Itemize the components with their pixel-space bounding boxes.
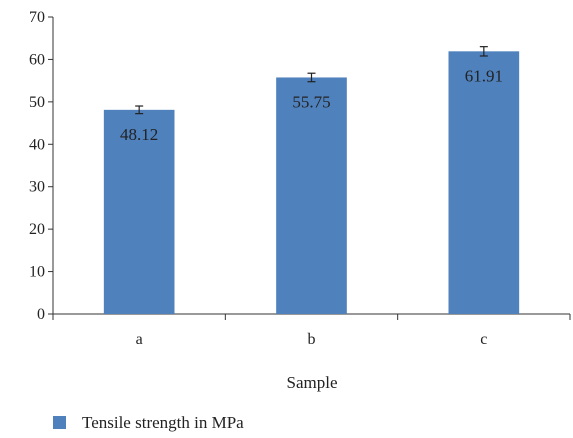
x-tick-label: b (308, 331, 316, 348)
y-axis: 0 10 20 30 40 50 60 70 (29, 9, 54, 323)
data-label: 48.12 (120, 125, 158, 144)
legend: Tensile strength in MPa (53, 413, 244, 432)
bar (448, 51, 520, 315)
data-label: 61.91 (465, 66, 503, 85)
y-tick-label: 30 (29, 179, 45, 196)
bar (276, 77, 347, 314)
legend-label: Tensile strength in MPa (82, 413, 244, 432)
y-tick-label: 60 (29, 51, 45, 68)
x-axis: a b c (52, 313, 571, 348)
y-tick-label: 10 (29, 264, 45, 281)
x-axis-title: Sample (287, 373, 338, 392)
x-tick-label: a (136, 331, 143, 348)
y-tick-label: 20 (29, 221, 45, 238)
legend-swatch (53, 416, 66, 429)
y-tick-label: 50 (29, 94, 45, 111)
y-tick-label: 0 (37, 306, 45, 323)
error-bar (307, 72, 316, 83)
error-bar (135, 105, 144, 115)
y-tick-label: 40 (29, 136, 45, 153)
bars: 48.12 55.75 61.91 (103, 46, 520, 315)
x-tick-label: c (480, 331, 487, 348)
data-label: 55.75 (292, 92, 330, 111)
error-bar (479, 46, 488, 57)
y-tick-label: 70 (29, 9, 45, 26)
bar (103, 109, 175, 315)
